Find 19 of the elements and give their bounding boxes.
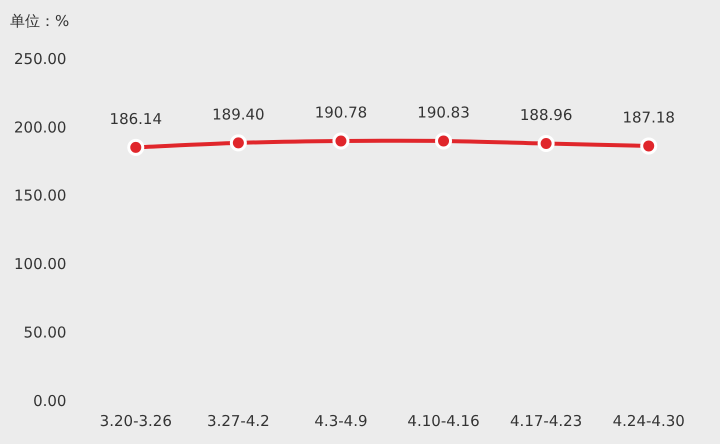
data-label: 187.18 <box>622 108 675 126</box>
data-label: 188.96 <box>520 106 572 124</box>
x-tick-label: 4.10-4.16 <box>407 412 480 430</box>
y-tick-label: 250.00 <box>14 50 66 68</box>
y-tick-label: 50.00 <box>24 323 66 342</box>
y-axis-title: 单位：% <box>10 12 70 31</box>
data-label: 189.40 <box>212 105 265 124</box>
x-tick-label: 4.24-4.30 <box>612 412 685 430</box>
data-label: 190.78 <box>314 103 368 122</box>
x-tick-label: 4.17-4.23 <box>510 412 582 430</box>
x-tick-label: 3.20-3.26 <box>100 412 172 430</box>
y-tick-label: 100.00 <box>14 255 66 274</box>
data-label: 190.83 <box>417 103 470 122</box>
y-tick-label: 200.00 <box>14 118 66 136</box>
data-label: 186.14 <box>110 110 162 128</box>
x-tick-label: 4.3-4.9 <box>314 412 368 430</box>
y-tick-label: 150.00 <box>14 186 66 205</box>
y-tick-label: 0.00 <box>33 392 66 410</box>
x-tick-label: 3.27-4.2 <box>207 412 270 430</box>
